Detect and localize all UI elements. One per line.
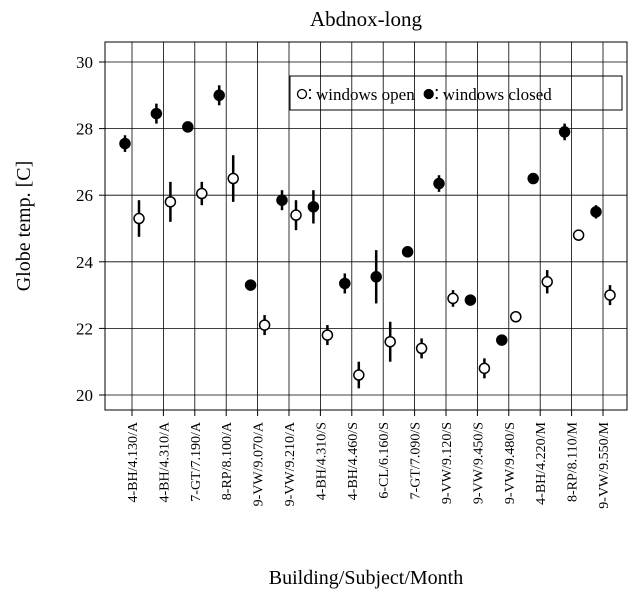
x-tick-label: 8-RP/8.100/A — [220, 421, 235, 500]
legend-colon — [308, 96, 312, 100]
x-tick-label: 8-RP/8.110/M — [566, 421, 581, 502]
dot-closed — [370, 271, 382, 283]
x-tick-label: 6-CL/6.160/S — [377, 422, 392, 499]
y-tick-label: 28 — [76, 120, 93, 139]
dot-closed — [433, 177, 445, 190]
legend-colon — [435, 88, 438, 92]
x-axis-label: Building/Subject/Month — [269, 567, 463, 589]
legend-colon — [308, 88, 312, 92]
dot-open — [572, 229, 585, 241]
legend-marker — [296, 88, 308, 100]
legend-label: windows open — [316, 85, 415, 104]
dot-open — [384, 335, 396, 348]
dot-open — [447, 292, 459, 305]
dot-closed — [339, 277, 351, 290]
y-tick-label: 30 — [76, 53, 93, 72]
dot-closed — [558, 126, 571, 138]
x-tick-label: 7-GT/7.190/A — [189, 421, 204, 502]
x-tick-label: 9-VW/9.480/S — [503, 422, 518, 504]
dot-open — [415, 342, 428, 355]
legend-box — [289, 75, 623, 111]
dot-open — [321, 329, 334, 341]
x-tick-label: 7-GT/7.090/S — [409, 422, 424, 499]
x-tick-label: 9-VW/9.210/A — [283, 421, 298, 506]
dot-open — [604, 289, 616, 301]
dot-open — [510, 311, 522, 323]
dot-open — [258, 319, 271, 331]
dot-closed — [276, 194, 288, 206]
x-tick-label: 9-VW/9.550/M — [597, 421, 612, 508]
dot-closed — [119, 137, 131, 150]
x-tick-label: 4-BH/4.220/M — [534, 421, 549, 504]
x-tick-label: 9-VW/9.120/S — [440, 422, 455, 504]
dot-closed — [182, 121, 194, 133]
chart-title: Abdnox-long — [310, 7, 422, 31]
y-axis-label: Globe temp. [C] — [13, 161, 35, 292]
dot-open — [478, 362, 491, 375]
dot-closed — [401, 246, 414, 258]
legend-marker — [423, 88, 434, 100]
x-tick-label: 9-VW/9.450/S — [471, 422, 486, 504]
y-tick-label: 24 — [76, 253, 94, 272]
legend-colon — [435, 96, 438, 100]
dot-closed — [307, 201, 320, 213]
legend-label: windows closed — [443, 85, 553, 104]
x-tick-label: 4-BH/4.460/S — [346, 422, 361, 500]
y-tick-label: 20 — [76, 386, 93, 405]
dot-closed — [213, 89, 225, 102]
dot-closed — [527, 172, 539, 185]
y-tick-label: 26 — [76, 186, 93, 205]
y-tick-label: 22 — [76, 319, 93, 338]
dot-open — [227, 172, 239, 185]
x-tick-label: 9-VW/9.070/A — [252, 421, 267, 506]
dot-open — [164, 196, 177, 208]
dot-closed — [150, 107, 163, 120]
dot-open — [133, 212, 145, 225]
dot-closed — [496, 334, 508, 346]
x-tick-label: 4-BH/4.130/A — [126, 421, 141, 502]
x-tick-label: 4-BH/4.310/S — [314, 422, 329, 500]
dot-open — [196, 187, 208, 200]
dot-open — [353, 369, 365, 381]
x-tick-label: 4-BH/4.310/A — [157, 421, 172, 502]
dot-open — [290, 209, 302, 221]
dot-closed — [464, 294, 477, 306]
dot-closed — [590, 206, 602, 218]
dot-open — [541, 276, 553, 288]
dot-closed — [244, 279, 257, 291]
